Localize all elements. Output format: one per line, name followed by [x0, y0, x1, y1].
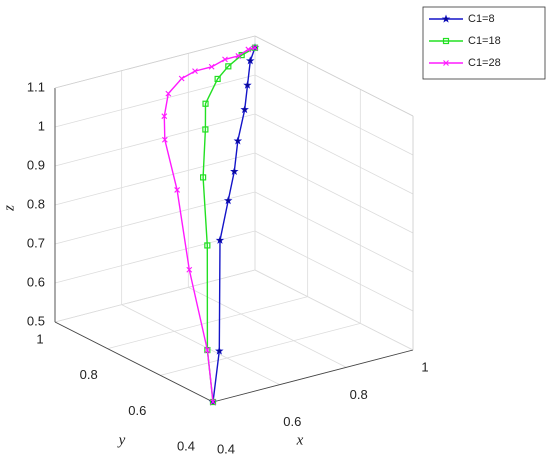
z-tick-label: 1	[38, 118, 45, 133]
line	[202, 47, 256, 403]
marker	[215, 235, 225, 244]
grid-line	[254, 191, 414, 273]
z-tick-label: 0.5	[27, 313, 45, 328]
marker	[245, 46, 252, 53]
marker	[204, 242, 211, 249]
box-edge	[54, 35, 256, 89]
marker	[252, 44, 258, 51]
z-tick-label: 0.8	[27, 196, 45, 211]
marker	[202, 126, 209, 133]
marker	[243, 80, 252, 89]
marker	[225, 63, 232, 70]
marker	[178, 75, 185, 82]
marker	[223, 196, 233, 205]
legend-marker	[442, 37, 450, 45]
x-axis-line	[212, 349, 414, 403]
marker	[230, 166, 239, 176]
marker	[210, 399, 216, 405]
marker	[200, 174, 207, 181]
y-tick-label: 1	[36, 331, 43, 346]
legend-label: C1=28	[468, 57, 501, 69]
y-tick-label: 0.6	[128, 403, 146, 418]
marker	[246, 56, 255, 65]
grid-line	[160, 322, 361, 376]
x-tick-label: 0.8	[350, 387, 368, 402]
grid-line	[254, 152, 414, 234]
legend-marker	[441, 14, 451, 23]
marker	[202, 100, 209, 107]
z-tick-label: 0.6	[27, 274, 45, 289]
grid-line	[54, 230, 256, 284]
marker	[174, 187, 181, 193]
z-tick-label: 0.7	[27, 235, 45, 250]
marker	[240, 105, 249, 114]
box-edge	[254, 35, 414, 117]
z-axis-label: z	[1, 205, 17, 212]
legend-label: C1=8	[468, 13, 495, 25]
grid-line	[54, 113, 256, 167]
y-axis-line	[54, 321, 214, 403]
x-axis-label: x	[296, 432, 304, 448]
marker	[235, 53, 242, 59]
marker	[222, 56, 228, 63]
grid-line	[254, 113, 414, 195]
marker	[186, 266, 193, 273]
z-tick-label: 1.1	[27, 79, 45, 94]
marker	[215, 346, 224, 355]
grid-line	[54, 269, 256, 323]
grid-line	[54, 191, 256, 245]
grid-line	[54, 74, 256, 128]
marker	[161, 136, 168, 143]
line	[163, 47, 256, 403]
y-axis-label: y	[117, 432, 126, 448]
y-tick-label: 0.8	[80, 367, 98, 382]
marker	[204, 347, 211, 353]
x-tick-label: 0.4	[217, 441, 235, 456]
marker	[214, 75, 221, 83]
y-tick-label: 0.4	[177, 438, 195, 453]
marker	[161, 113, 168, 120]
grid-line	[254, 230, 414, 312]
x-tick-label: 1	[421, 359, 428, 374]
grid-line	[121, 304, 280, 386]
legend-marker	[443, 60, 449, 66]
marker	[208, 63, 215, 70]
marker	[192, 68, 198, 74]
grid-line	[254, 269, 414, 351]
line	[212, 47, 256, 403]
grid-line	[54, 152, 256, 206]
grid-line	[188, 286, 347, 368]
marker	[165, 90, 172, 97]
marker	[233, 136, 243, 145]
z-tick-label: 0.9	[27, 157, 45, 172]
x-tick-label: 0.6	[283, 414, 301, 429]
legend-label: C1=18	[468, 35, 501, 47]
grid-line	[254, 74, 414, 156]
